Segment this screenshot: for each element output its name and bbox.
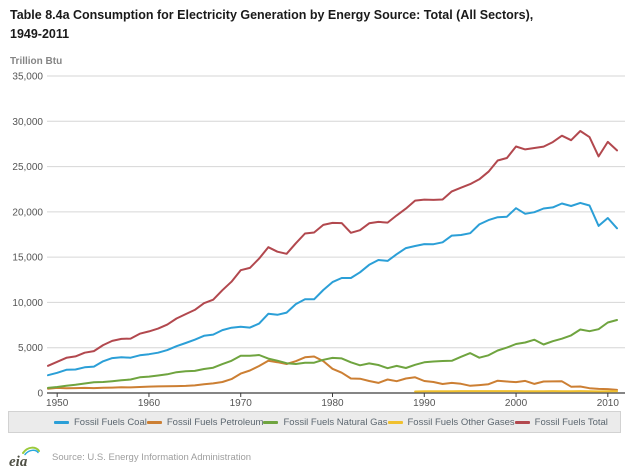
legend-item-other-gases: Fossil Fuels Other Gases — [387, 416, 515, 428]
y-axis-unit-label: Trillion Btu — [10, 56, 63, 67]
line-fossil-fuels-petroleum — [47, 355, 618, 391]
chart-title-line2: 1949-2011 — [10, 26, 70, 41]
legend-label: Fossil Fuels Petroleum — [166, 416, 264, 428]
legend-item-coal: Fossil Fuels Coal — [54, 417, 147, 428]
x-tick-label-2000: 2000 — [505, 398, 528, 409]
coal-line-swatch-icon — [54, 420, 69, 424]
y-tick-label-30000: 30,000 — [12, 117, 43, 128]
chart-title-line1: Table 8.4a Consumption for Electricity G… — [10, 8, 534, 22]
y-tick-label-25000: 25,000 — [12, 162, 43, 173]
legend-label: Fossil Fuels Coal — [74, 416, 147, 428]
legend-label: Fossil Fuels Total — [534, 416, 608, 428]
footer: eia Source: U.S. Energy Information Admi… — [8, 444, 621, 470]
legend-label: Fossil Fuels Natural Gas — [283, 416, 388, 428]
y-tick-label-15000: 15,000 — [12, 253, 43, 264]
legend: Fossil Fuels Coal Fossil Fuels Petroleum… — [8, 411, 621, 433]
legend-label: Fossil Fuels Other Gases — [407, 416, 515, 428]
line-fossil-fuels-natural-gas — [47, 319, 618, 389]
petroleum-line-swatch-icon — [146, 420, 162, 424]
x-tick-label-1980: 1980 — [321, 398, 344, 409]
other-gases-line-swatch-icon — [387, 420, 403, 424]
legend-item-total: Fossil Fuels Total — [514, 416, 608, 428]
natural-gas-line-swatch-icon — [263, 420, 279, 424]
x-tick-label-1950: 1950 — [46, 398, 69, 409]
y-tick-label-5000: 5,000 — [18, 343, 43, 354]
y-tick-label-20000: 20,000 — [12, 207, 43, 218]
x-tick-label-2010: 2010 — [597, 398, 620, 409]
legend-item-petroleum: Fossil Fuels Petroleum — [146, 416, 264, 428]
total-line-swatch-icon — [514, 420, 530, 424]
y-tick-label-0: 0 — [37, 389, 43, 400]
chart-title: Table 8.4a Consumption for Electricity G… — [10, 6, 620, 44]
eia-logo: eia — [9, 446, 40, 469]
y-tick-label-10000: 10,000 — [12, 298, 43, 309]
x-tick-label-1960: 1960 — [138, 398, 161, 409]
x-tick-label-1970: 1970 — [230, 398, 253, 409]
line-fossil-fuels-total — [47, 130, 618, 367]
y-tick-label-35000: 35,000 — [12, 72, 43, 83]
legend-item-natural-gas: Fossil Fuels Natural Gas — [263, 416, 388, 428]
eia-logo-text: eia — [9, 454, 28, 469]
source-attribution: Source: U.S. Energy Information Administ… — [52, 451, 252, 463]
line-fossil-fuels-coal — [47, 201, 618, 377]
x-tick-label-1990: 1990 — [413, 398, 436, 409]
